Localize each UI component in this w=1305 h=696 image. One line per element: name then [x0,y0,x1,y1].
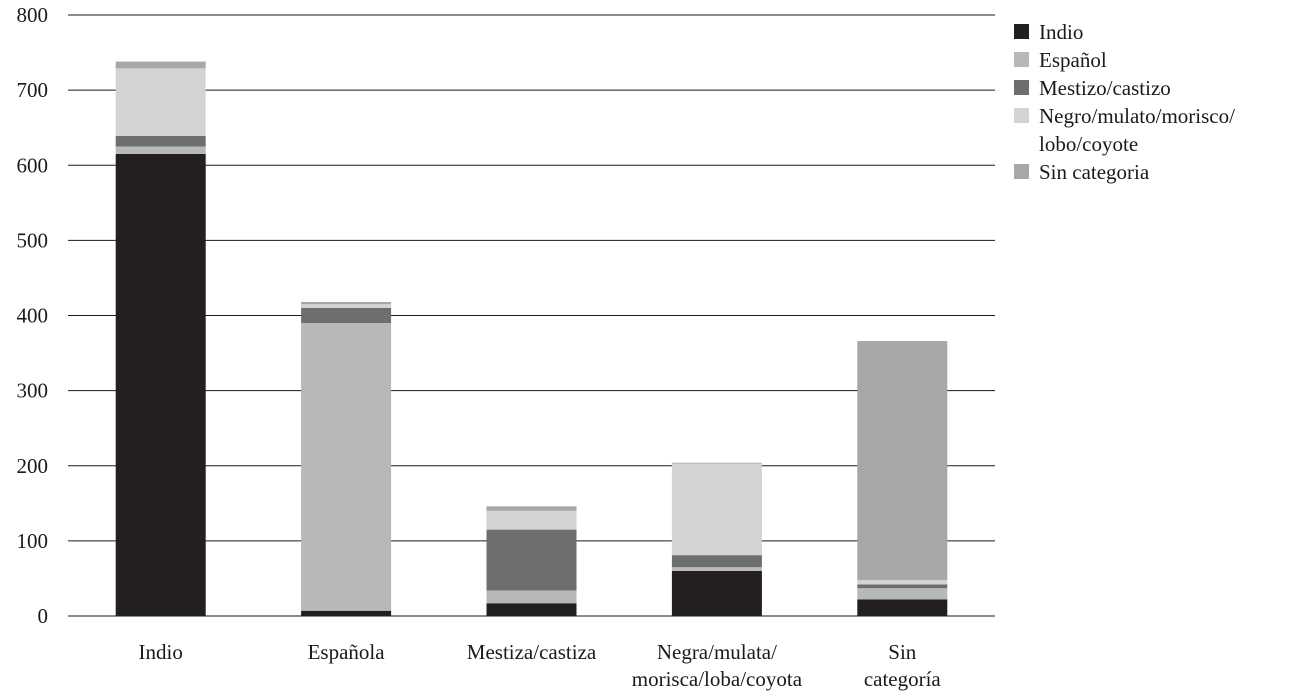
bar-segment [672,571,762,616]
bar-segment [857,588,947,599]
legend-item-mestizo: Mestizo/castizo [1014,74,1305,102]
bar-segment [857,584,947,588]
y-tick-label: 0 [38,604,49,628]
x-tick-label: Indio [139,640,183,664]
legend-item-negro: Negro/mulato/morisco/ lobo/coyote [1014,102,1305,158]
bar-segment [301,308,391,323]
bar-segment [857,580,947,585]
y-tick-label: 700 [17,78,49,102]
bar-segment [857,341,947,580]
legend-item-espanol: Español [1014,46,1305,74]
y-tick-label: 800 [17,3,49,27]
bar-segment [487,511,577,530]
bars [116,62,948,616]
bar-segment [487,530,577,591]
y-tick-label: 200 [17,454,49,478]
legend-label: Español [1039,46,1305,74]
legend-swatch [1014,164,1029,179]
bar-segment [487,590,577,603]
legend-swatch [1014,24,1029,39]
bar-segment [116,136,206,147]
bar-segment [116,62,206,69]
bar-segment [301,304,391,308]
bar-segment [116,154,206,616]
legend-label: Indio [1039,18,1305,46]
x-tick-label: Sin categoría [864,640,942,691]
bar-segment [301,611,391,616]
y-tick-label: 300 [17,379,49,403]
legend-label: Negro/mulato/morisco/ lobo/coyote [1039,102,1305,158]
legend-item-sin-categoria: Sin categoria [1014,158,1305,186]
y-axis-tick-labels: 0 100 200 300 400 500 600 700 800 [17,3,49,628]
y-tick-label: 500 [17,228,49,252]
bar-segment [672,463,762,464]
legend-swatch [1014,80,1029,95]
x-axis-tick-labels: Indio Española Mestiza/castiza Negra/mulata… [139,640,942,691]
bar-segment [672,567,762,571]
legend-swatch [1014,52,1029,67]
x-tick-label: Negra/mulata/morisca/loba/coyota [632,640,803,691]
bar-segment [116,146,206,154]
bar-segment [301,302,391,304]
y-tick-label: 600 [17,153,49,177]
legend-swatch [1014,108,1029,123]
legend-item-indio: Indio [1014,18,1305,46]
bar-segment [857,599,947,616]
y-tick-label: 100 [17,529,49,553]
y-tick-label: 400 [17,304,49,328]
bar-segment [487,603,577,616]
bar-segment [301,323,391,611]
bar-segment [672,463,762,555]
bar-segment [487,506,577,511]
legend-label: Mestizo/castizo [1039,74,1305,102]
x-tick-label: Española [308,640,386,664]
legend-label: Sin categoria [1039,158,1305,186]
x-tick-label: Mestiza/castiza [467,640,597,664]
bar-segment [116,68,206,136]
bar-segment [672,555,762,567]
legend: Indio Español Mestizo/castizo Negro/mula… [1014,18,1305,186]
